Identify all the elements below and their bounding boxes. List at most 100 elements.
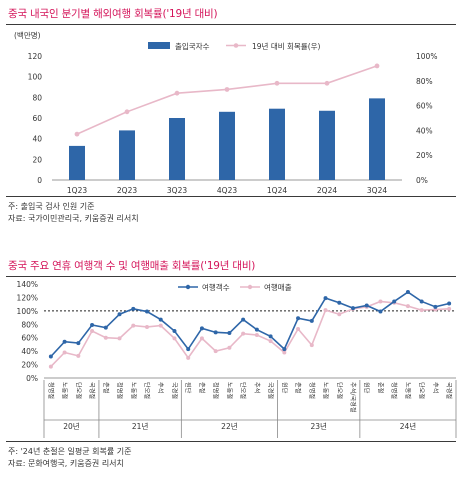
chart2-point-revenue <box>103 335 108 340</box>
chart2-xtick: 추석 <box>253 382 261 393</box>
chart2-point-revenue <box>378 299 383 304</box>
chart1-line-point <box>324 80 330 86</box>
chart2-ytick: 20% <box>21 361 38 370</box>
chart1-note: 주: 출입국 검사 인원 기준 <box>8 202 95 211</box>
chart2-xtick: 원단 <box>280 382 288 394</box>
chart2-point-travelers <box>351 306 355 311</box>
chart2-point-revenue <box>337 312 342 317</box>
chart2-ytick: 0% <box>26 374 38 383</box>
chart2-point-revenue <box>158 323 163 328</box>
chart1-bottom-rule <box>6 196 456 197</box>
chart2-xtick: 청명절 <box>212 382 220 399</box>
chart2-point-revenue <box>62 350 67 355</box>
chart1-line-point <box>124 109 130 115</box>
chart2-point-revenue <box>90 329 95 333</box>
chart2-ytick: 120% <box>17 293 38 302</box>
chart2-point-travelers <box>145 309 149 314</box>
chart2-xtick: 추석 <box>431 382 439 393</box>
chart2-point-travelers <box>227 331 232 336</box>
chart1-ytick-right: 20% <box>416 151 433 160</box>
chart1-xtick: 1Q24 <box>267 186 287 195</box>
chart2-xtick: 단오절 <box>239 382 247 399</box>
chart1-line-point <box>224 87 230 92</box>
chart2-point-travelers <box>241 317 246 322</box>
chart2-legend-marker-revenue <box>247 284 253 290</box>
chart2-point-travelers <box>90 322 95 327</box>
chart2-xtick: 청명절 <box>308 382 316 399</box>
chart2-point-revenue <box>48 364 53 369</box>
chart2-ytick: 40% <box>21 347 38 356</box>
chart2-top-rule <box>6 276 456 277</box>
chart2-line-travelers <box>50 291 450 358</box>
chart2-xtick: 단오절 <box>418 382 426 399</box>
chart1-bar <box>219 111 235 180</box>
chart2-point-revenue <box>131 323 136 328</box>
chart2-point-travelers <box>131 306 136 311</box>
chart2-point-revenue <box>309 343 314 348</box>
chart1-line-point <box>74 131 80 137</box>
chart2-point-travelers <box>103 325 108 330</box>
chart2-point-travelers <box>186 347 191 352</box>
chart2-xtick: 청명절 <box>47 382 55 399</box>
chart2-point-travelers <box>48 354 53 359</box>
chart1-ytick-right: 80% <box>416 77 433 86</box>
chart2-xtick: 노동절 <box>225 382 233 399</box>
chart1-bar <box>319 110 335 180</box>
chart2-ytick: 100% <box>17 307 38 316</box>
chart2-xtick: 단오절 <box>74 382 82 399</box>
chart2-xtick: 단오절 <box>143 382 151 399</box>
chart1-source: 자료: 국가이민관리국, 키움증권 리서치 <box>8 214 139 223</box>
chart2-point-revenue <box>172 336 177 341</box>
chart2-xtick: 국경절 <box>170 382 178 399</box>
chart2-point-travelers <box>378 309 383 314</box>
chart1-ytick-left: 100 <box>28 73 43 82</box>
chart1-title: 중국 내국인 분기별 해외여행 회복률('19년 대비) <box>8 8 218 20</box>
chart2-point-revenue <box>296 326 301 331</box>
chart1-xtick: 4Q23 <box>217 186 237 195</box>
chart1-line-point <box>174 90 180 96</box>
chart1-bar <box>169 118 185 180</box>
chart2-point-travelers <box>337 300 342 305</box>
chart1-ytick-right: 100% <box>416 52 437 61</box>
chart1-line-point <box>274 80 280 86</box>
chart2-xtick: 국경절 <box>267 382 275 399</box>
chart2-bottom-rule <box>6 441 456 442</box>
chart2-point-revenue <box>213 349 218 354</box>
chart1-ytick-left: 80 <box>32 93 42 102</box>
chart2-xtick: 단오절 <box>335 382 343 399</box>
chart2-xtick: 추석/국경절 <box>349 382 357 413</box>
chart2-year-label: 21년 <box>132 421 149 431</box>
chart2-xtick: 노동절 <box>322 382 330 399</box>
chart2-xtick: 춘절 <box>198 382 206 394</box>
chart2-xtick: 노동절 <box>129 382 137 399</box>
chart2-xtick: 춘절 <box>102 382 110 394</box>
chart2-point-travelers <box>268 334 273 339</box>
chart2-xtick: 춘절 <box>376 382 384 394</box>
chart2-legend-label-travelers: 여행객수 <box>202 282 230 292</box>
chart2-point-revenue <box>117 336 122 341</box>
chart2-point-revenue <box>76 353 81 358</box>
chart2-source: 자료: 문화여행국, 키움증권 리서치 <box>8 459 124 468</box>
chart2-xtick: 국경절 <box>88 382 96 399</box>
chart2-xtick: 노동절 <box>404 382 412 399</box>
chart2-point-travelers <box>213 330 218 335</box>
chart2-ytick: 60% <box>21 334 38 343</box>
chart2-year-label: 23년 <box>310 421 327 431</box>
chart2-point-travelers <box>296 316 301 321</box>
chart2-point-travelers <box>433 304 438 309</box>
chart2-year-label: 20년 <box>63 421 80 431</box>
chart1-line-point <box>374 63 380 69</box>
chart1-svg: (백만명) 0 20 40 60 80 100 120 0% 20% 40% 60% 80% 100% 1Q… <box>14 30 437 195</box>
chart2-xtick: 청명절 <box>390 382 398 399</box>
chart2-point-revenue <box>282 350 287 355</box>
chart2-xtick: 원단 <box>184 382 192 394</box>
chart1-xtick: 3Q24 <box>367 186 387 195</box>
chart1-ytick-right: 0% <box>416 176 428 185</box>
chart2-point-travelers <box>392 299 397 304</box>
chart2-point-revenue <box>199 336 204 341</box>
chart1-ytick-left: 0 <box>37 176 42 185</box>
chart1-ytick-left: 40 <box>32 135 42 144</box>
chart1-unit-label: (백만명) <box>14 30 41 40</box>
